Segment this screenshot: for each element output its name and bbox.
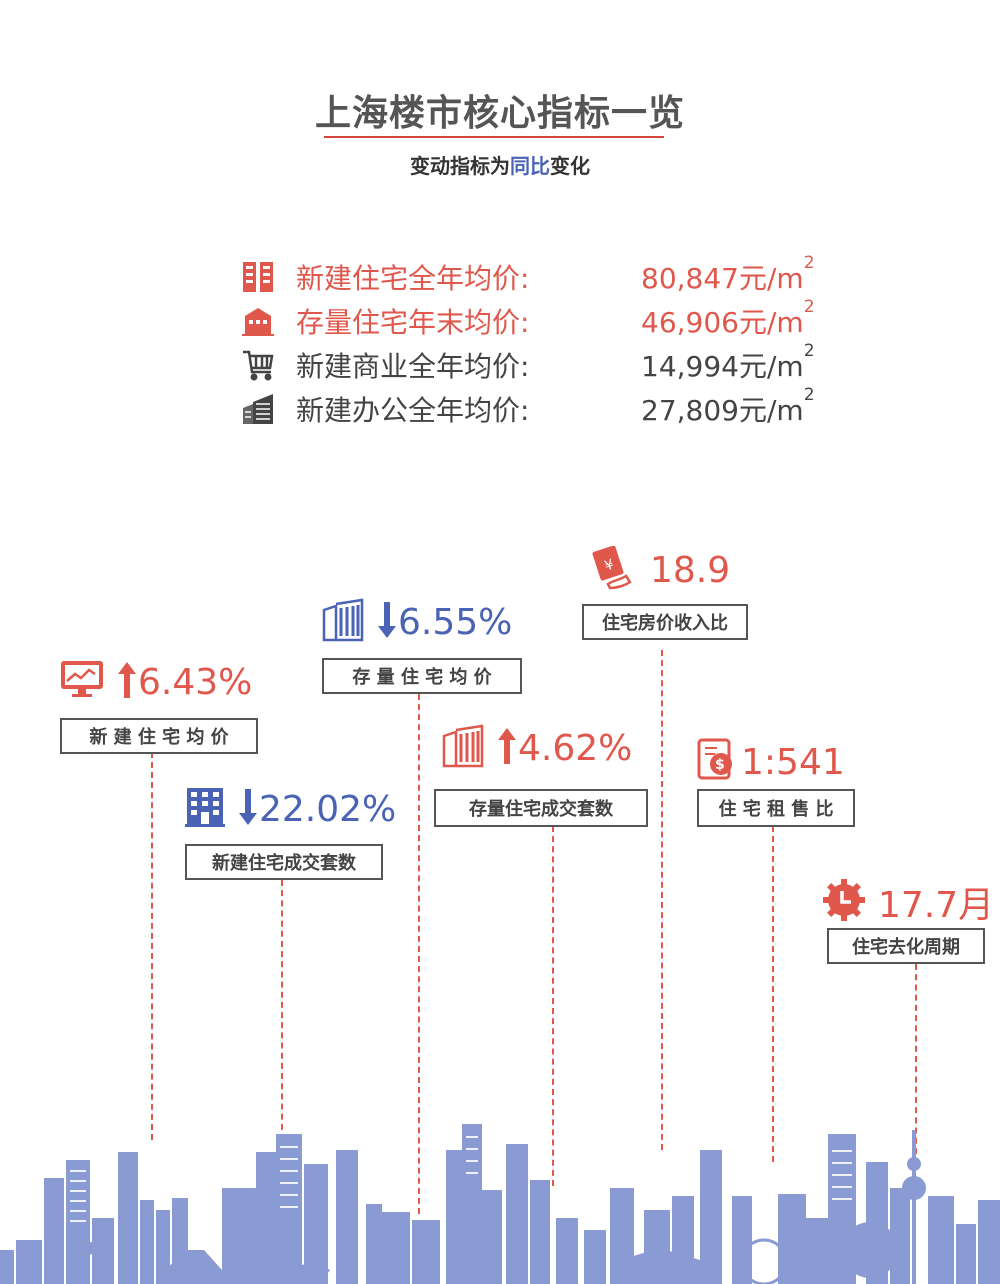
stat-value-unit-sup: 2 — [803, 385, 815, 405]
stat-office-price: 新建办公全年均价: 27,809元/m2 — [240, 385, 840, 429]
metric-resale-price: 6.55% 存 量 住 宅 均 价 — [322, 598, 522, 694]
metric-value: 4.62% — [518, 727, 633, 769]
metric-resale-deals: 4.62% 存量住宅成交套数 — [434, 724, 648, 827]
building-icon — [240, 259, 276, 295]
subtitle: 变动指标为同比变化 — [0, 150, 1000, 179]
svg-text:$: $ — [715, 757, 725, 773]
building-icon — [442, 724, 486, 772]
metric-value: 6.43% — [138, 661, 253, 703]
contract-icon: $ — [697, 738, 737, 786]
apartment-icon — [185, 786, 225, 832]
stat-label: 新建住宅全年均价: — [296, 262, 530, 295]
metric-label-box: 新 建 住 宅 均 价 — [60, 718, 258, 754]
stat-commercial-price: 新建商业全年均价: 14,994元/m2 — [240, 341, 840, 385]
building-icon — [322, 598, 366, 646]
money-hand-icon: ¥ — [590, 545, 634, 594]
metric-label-box: 住宅去化周期 — [827, 928, 985, 964]
stat-new-home-price: 新建住宅全年均价: 80,847元/m2 — [240, 253, 840, 297]
stat-label: 新建办公全年均价: — [296, 394, 530, 427]
stat-label: 存量住宅年末均价: — [296, 306, 530, 339]
metric-rent-sale: $ 1:541 住 宅 租 售 比 — [697, 738, 855, 827]
page-title: 上海楼市核心指标一览 — [314, 93, 685, 134]
stat-value-number: 46,906元/m — [641, 306, 804, 339]
metric-label-box: 住宅房价收入比 — [582, 604, 748, 640]
stat-value-unit-sup: 2 — [803, 341, 815, 361]
stat-value-number: 80,847元/m — [641, 262, 804, 295]
metric-value: 6.55% — [398, 601, 513, 643]
house-icon — [240, 303, 276, 339]
connector-line — [151, 752, 153, 1140]
arrow-down-icon — [237, 787, 259, 831]
clock-gear-icon — [822, 878, 866, 926]
arrow-up-icon — [496, 726, 518, 770]
connector-line — [281, 880, 283, 1140]
chart-monitor-icon — [60, 660, 104, 704]
stat-value-unit-sup: 2 — [803, 297, 815, 317]
metric-label-box: 住 宅 租 售 比 — [697, 789, 855, 827]
metric-label-box: 存量住宅成交套数 — [434, 789, 648, 827]
metric-value: 18.9 — [650, 549, 731, 591]
connector-line — [418, 694, 420, 1214]
metric-price-income: ¥ 18.9 住宅房价收入比 — [582, 545, 748, 640]
shopping-cart-icon — [240, 347, 276, 383]
subtitle-text-end: 变化 — [550, 154, 590, 178]
metric-new-home-price: 6.43% 新 建 住 宅 均 价 — [60, 660, 258, 754]
connector-line — [552, 826, 554, 1186]
stat-value-number: 14,994元/m — [641, 350, 804, 383]
metric-value: 22.02% — [259, 788, 397, 830]
metric-destock-cycle: 17.7月 住宅去化周期 — [822, 876, 995, 964]
arrow-down-icon — [376, 600, 398, 644]
stat-value-number: 27,809元/m — [641, 394, 804, 427]
metric-label-box: 存 量 住 宅 均 价 — [322, 658, 522, 694]
metric-new-home-deals: 22.02% 新建住宅成交套数 — [185, 786, 397, 880]
subtitle-highlight: 同比 — [510, 154, 550, 178]
stat-value: 27,809元/m2 — [641, 385, 815, 429]
stat-value: 46,906元/m2 — [641, 297, 815, 341]
stat-label: 新建商业全年均价: — [296, 350, 530, 383]
connector-line — [661, 650, 663, 1150]
connector-line — [915, 964, 917, 1154]
stat-value-unit-sup: 2 — [803, 253, 815, 273]
connector-line — [772, 826, 774, 1162]
city-skyline-illustration — [0, 1124, 1000, 1284]
stat-value: 14,994元/m2 — [641, 341, 815, 385]
metric-value: 17.7月 — [878, 885, 995, 926]
title-underline — [324, 136, 664, 138]
stat-value: 80,847元/m2 — [641, 253, 815, 297]
stat-resale-price: 存量住宅年末均价: 46,906元/m2 — [240, 297, 840, 341]
metric-label-box: 新建住宅成交套数 — [185, 844, 383, 880]
subtitle-text: 变动指标为 — [410, 154, 510, 178]
metric-value: 1:541 — [741, 741, 845, 783]
office-building-icon — [240, 391, 276, 427]
arrow-up-icon — [116, 660, 138, 704]
